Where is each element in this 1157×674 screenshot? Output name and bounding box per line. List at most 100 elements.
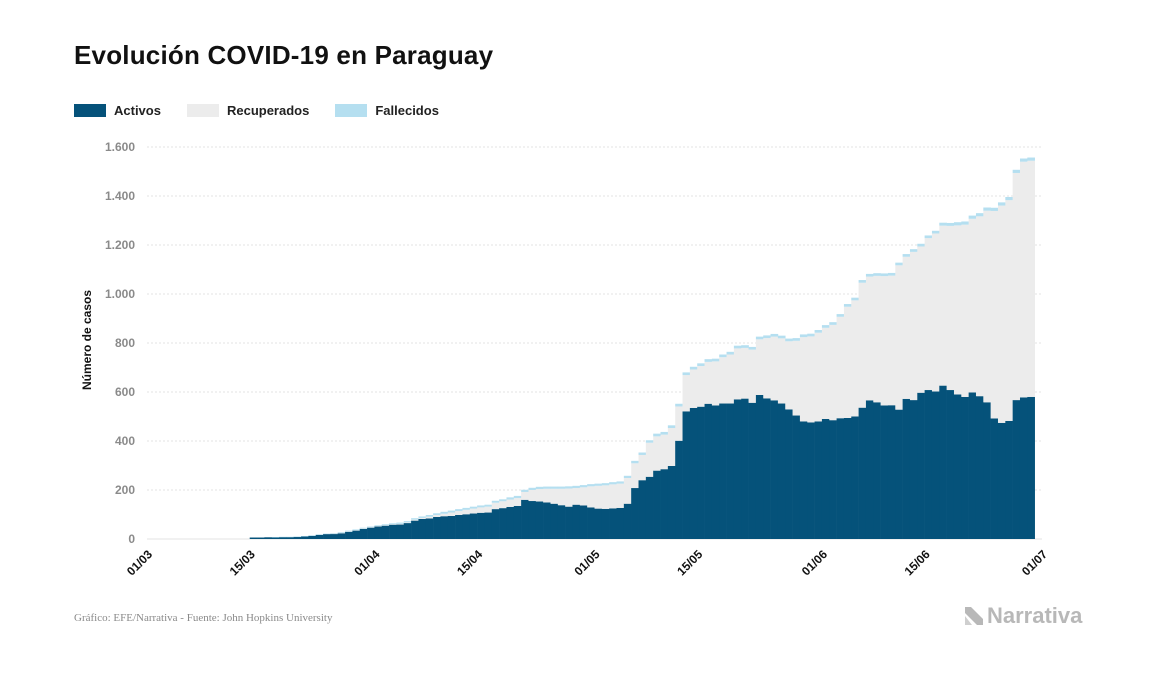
y-tick-label: 600 <box>115 385 135 399</box>
bar-recuperados <box>785 341 793 410</box>
bar-recuperados <box>345 531 353 532</box>
bar-fallecidos <box>902 254 911 257</box>
bar-activos <box>308 535 317 539</box>
bar-fallecidos <box>491 500 500 503</box>
legend-label-recuperados: Recuperados <box>226 103 310 118</box>
bar-fallecidos <box>763 335 771 339</box>
bar-recuperados <box>675 406 683 441</box>
bar-recuperados <box>623 477 632 504</box>
bar-fallecidos <box>748 346 757 350</box>
bar-fallecidos <box>638 452 647 455</box>
bar-recuperados <box>1019 161 1028 398</box>
bar-fallecidos <box>953 222 962 226</box>
bar-activos <box>741 398 749 539</box>
bar-activos <box>315 534 324 539</box>
bar-fallecidos <box>851 297 859 301</box>
bar-fallecidos <box>513 495 522 499</box>
bar-activos <box>902 398 911 539</box>
bar-recuperados <box>374 526 383 527</box>
bar-activos <box>1027 396 1035 539</box>
bar-activos <box>645 476 654 539</box>
bar-recuperados <box>763 338 771 399</box>
bar-activos <box>1012 400 1021 539</box>
bar-fallecidos <box>777 335 786 339</box>
bar-recuperados <box>931 233 940 392</box>
bar-recuperados <box>807 336 815 423</box>
bar-activos <box>535 501 544 539</box>
bar-activos <box>623 503 632 539</box>
bar-fallecidos <box>792 338 801 341</box>
bar-fallecidos <box>1012 169 1021 173</box>
bar-fallecidos <box>469 506 478 509</box>
bar-activos <box>389 524 397 539</box>
x-tick-label: 01/05 <box>571 547 602 578</box>
bar-fallecidos <box>814 330 823 333</box>
bar-fallecidos <box>484 504 493 507</box>
bar-activos <box>917 392 925 539</box>
bar-activos <box>689 407 698 539</box>
bar-activos <box>719 403 727 539</box>
bar-recuperados <box>1005 200 1013 421</box>
bar-fallecidos <box>682 372 691 376</box>
bar-activos <box>755 394 764 539</box>
bar-recuperados <box>1027 160 1035 397</box>
bars-layer <box>249 157 1035 539</box>
bar-activos <box>565 506 573 539</box>
bar-activos <box>961 396 969 539</box>
bar-fallecidos <box>528 487 537 490</box>
bar-fallecidos <box>330 533 339 534</box>
y-tick-label: 400 <box>115 434 135 448</box>
bar-fallecidos <box>425 514 434 517</box>
bar-recuperados <box>682 375 691 412</box>
bar-activos <box>572 504 581 539</box>
bar-fallecidos <box>689 366 698 370</box>
bar-activos <box>359 528 368 539</box>
bar-fallecidos <box>711 358 720 362</box>
bar-recuperados <box>367 527 375 528</box>
bar-recuperados <box>961 224 969 397</box>
bar-recuperados <box>587 486 595 508</box>
bar-recuperados <box>836 316 845 419</box>
x-tick-label: 01/03 <box>124 547 155 578</box>
bar-activos <box>880 405 889 539</box>
bar-recuperados <box>660 434 669 470</box>
bar-fallecidos <box>997 202 1006 206</box>
bar-recuperados <box>528 490 537 502</box>
bar-fallecidos <box>337 532 346 533</box>
bar-recuperados <box>513 498 522 506</box>
bar-activos <box>858 407 867 539</box>
bar-recuperados <box>843 306 852 418</box>
bar-fallecidos <box>601 483 610 486</box>
bar-fallecidos <box>352 529 361 531</box>
bar-activos <box>887 405 896 539</box>
bar-activos <box>403 523 412 539</box>
bar-recuperados <box>645 442 654 477</box>
x-tick-label: 15/06 <box>902 547 933 578</box>
bar-fallecidos <box>990 207 999 211</box>
bar-recuperados <box>689 369 698 408</box>
bar-fallecidos <box>799 334 808 338</box>
bar-fallecidos <box>975 213 984 217</box>
bar-fallecidos <box>887 272 896 276</box>
bar-activos <box>799 421 808 539</box>
bar-activos <box>1019 397 1028 539</box>
bar-activos <box>770 400 779 539</box>
bar-activos <box>843 417 852 539</box>
bar-activos <box>513 505 522 539</box>
bar-recuperados <box>601 485 610 509</box>
legend-swatch-recuperados <box>186 104 219 117</box>
bar-recuperados <box>1012 172 1021 401</box>
bar-recuperados <box>865 276 874 401</box>
legend: Activos Recuperados Fallecidos <box>74 103 465 118</box>
bar-fallecidos <box>609 482 617 485</box>
bar-activos <box>682 411 691 539</box>
bar-recuperados <box>477 507 485 513</box>
bar-activos <box>345 531 353 539</box>
bar-recuperados <box>550 488 559 504</box>
bar-fallecidos <box>293 536 302 538</box>
y-tick-label: 1.400 <box>105 189 135 203</box>
bar-recuperados <box>733 348 742 400</box>
bar-recuperados <box>396 523 405 525</box>
bar-activos <box>323 534 331 539</box>
bar-recuperados <box>638 454 647 481</box>
